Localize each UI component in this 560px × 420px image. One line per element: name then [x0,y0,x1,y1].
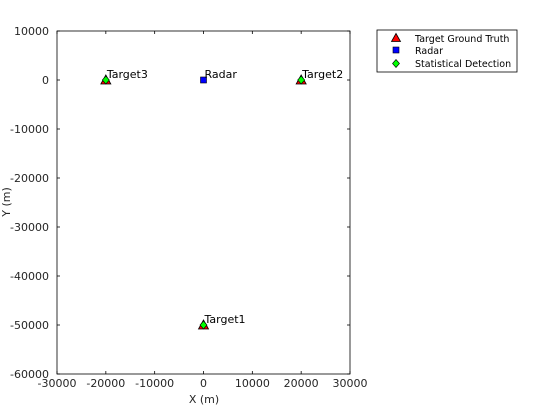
y-tick-label: -50000 [10,319,49,332]
point-label: Target3 [106,68,148,81]
x-tick-label: 30000 [333,377,368,390]
x-axis-label: X (m) [189,393,219,406]
x-tick-label: -10000 [135,377,174,390]
x-tick-labels: -30000 -20000 -10000 0 10000 20000 30000 [38,377,368,390]
legend-marker-diamond [392,59,400,68]
y-tick-label: -30000 [10,221,49,234]
statistical-detection-point [199,320,208,330]
radar-point [200,76,207,84]
point-label: Target1 [204,313,246,326]
legend-box [376,29,518,73]
axes-box [56,30,351,375]
y-tick-label: -60000 [10,368,49,381]
y-tick-labels: 10000 0 -10000 -20000 -30000 -40000 -50000 -600… [10,25,49,381]
data-marks [100,74,307,330]
point-label: Radar [205,68,238,81]
x-tick-label: -30000 [38,377,77,390]
plot-area [57,31,350,374]
statistical-detection-point [297,75,306,85]
point-labels: Target1 Target2 Target3 Radar [106,68,343,326]
legend: Target Ground Truth Radar Statistical De… [376,29,518,73]
x-tick-label: -20000 [86,377,125,390]
x-tick-label: 20000 [284,377,319,390]
x-tick-label: 0 [200,377,207,390]
y-tick-label: 10000 [14,25,49,38]
statistical-detection-point [101,75,110,85]
legend-marker-triangle [390,32,402,42]
legend-label-target-ground-truth: Target Ground Truth [414,34,509,45]
y-axis-label: Y (m) [0,187,13,218]
y-tick-label: -10000 [10,123,49,136]
point-label: Target2 [301,68,343,81]
legend-label-statistical-detection: Statistical Detection [415,59,511,70]
x-tick-label: 10000 [235,377,270,390]
y-tick-label: -20000 [10,172,49,185]
y-tick-label: -40000 [10,270,49,283]
legend-marker-square [392,46,400,54]
y-tick-label: 0 [42,74,49,87]
legend-label-radar: Radar [415,46,443,57]
